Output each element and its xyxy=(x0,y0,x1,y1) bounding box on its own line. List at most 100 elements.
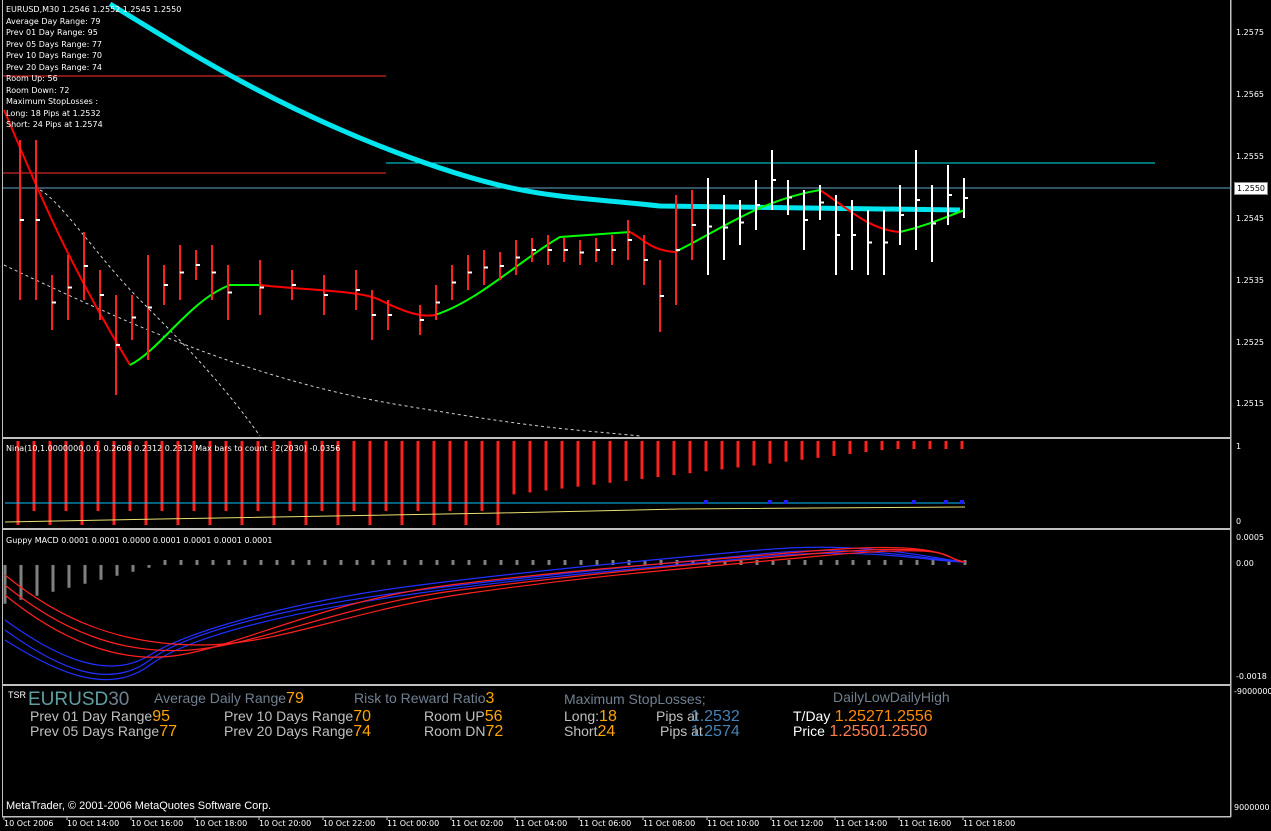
avg-range-value: 79 xyxy=(286,690,304,707)
tsr-axis-label: -9000000 xyxy=(1234,687,1271,696)
room-up-label: Room UP xyxy=(424,708,485,724)
nina-dot xyxy=(912,500,916,504)
nina-axis-label: 0 xyxy=(1236,517,1242,526)
nina-level-line xyxy=(4,506,966,523)
nina-dot xyxy=(768,500,772,504)
time-label: 11 Oct 06:00 xyxy=(579,819,632,828)
prev01-value: 95 xyxy=(152,708,170,725)
info-line: Average Day Range: 79 xyxy=(6,16,101,26)
dotted-ma-line xyxy=(3,264,641,437)
time-label: 10 Oct 18:00 xyxy=(195,819,248,828)
nina-dot xyxy=(944,500,948,504)
info-line: Prev 01 Day Range: 95 xyxy=(6,28,98,37)
macd-slow-ribbon xyxy=(4,550,966,646)
prev20-value: 74 xyxy=(353,723,371,740)
main-info-panel: EURUSD,M30 1.2546 1.2552 1.2545 1.2550 A… xyxy=(6,4,181,131)
long-value: 18 xyxy=(599,708,617,725)
price-axis-label: 1.2535 xyxy=(1236,276,1264,285)
tsr-short: Short24 xyxy=(564,723,615,741)
macd-fast-ribbon xyxy=(4,552,966,681)
info-line: Prev 20 Days Range: 74 xyxy=(6,62,102,72)
macd-axis-label: 0.00 xyxy=(1236,559,1254,568)
time-label: 10 Oct 16:00 xyxy=(131,819,184,828)
tsr-tag: TSR xyxy=(8,690,26,700)
nina-title: Nina(10,1.0000000,0.0, 0.2608 0.2312 0.2… xyxy=(6,444,341,453)
prev10-value: 70 xyxy=(353,708,371,725)
tsr-prev20: Prev 20 Days Range74 xyxy=(224,723,371,741)
risk-reward-label: Risk to Reward Ratio xyxy=(354,690,486,706)
tday-value: 1.25271.2556 xyxy=(834,708,933,725)
short-value: 24 xyxy=(597,723,616,740)
time-label: 11 Oct 04:00 xyxy=(515,819,568,828)
tsr-prev05: Prev 05 Days Range77 xyxy=(30,723,177,741)
tsr-timeframe: 30 xyxy=(108,689,130,710)
long-label: Long: xyxy=(564,708,600,724)
info-line: Long: 18 Pips at 1.2532 xyxy=(6,108,101,118)
daily-low-high-label: DailyLowDailyHigh xyxy=(833,689,950,705)
risk-reward-value: 3 xyxy=(485,690,495,707)
price-axis-label: 1.2555 xyxy=(1236,152,1264,161)
info-line: Prev 10 Days Range: 70 xyxy=(6,51,102,60)
tsr-prev01: Prev 01 Day Range95 xyxy=(30,708,170,726)
pips-long-value: 1.2532 xyxy=(690,708,740,725)
dotted-ma-line xyxy=(39,189,261,437)
current-price-box: 1.2550 xyxy=(1234,182,1268,195)
nina-dot xyxy=(704,500,708,504)
info-line: Room Down: 72 xyxy=(6,85,70,95)
pips-at-label: Pips at xyxy=(656,708,699,724)
info-line: Room Up: 56 xyxy=(6,74,58,83)
avg-range-label: Average Daily Range xyxy=(154,690,287,706)
price-label: Price xyxy=(793,723,825,739)
time-label: 11 Oct 10:00 xyxy=(707,819,760,828)
macd-axis-label: 0.0005 xyxy=(1236,533,1264,542)
price-axis-label: 1.2525 xyxy=(1236,338,1264,347)
symbol-header: EURUSD,M30 1.2546 1.2552 1.2545 1.2550 xyxy=(6,5,182,14)
tsr-tday: T/Day 1.25271.2556 xyxy=(793,708,933,726)
time-label: 11 Oct 12:00 xyxy=(771,819,824,828)
tsr-avg-range: Average Daily Range79 xyxy=(154,690,304,708)
pips-short-value: 1.2574 xyxy=(690,723,740,740)
info-line: Maximum StopLosses : xyxy=(6,97,99,106)
tsr-room-dn: Room DN72 xyxy=(424,723,503,741)
macd-slow-ribbon xyxy=(4,548,966,652)
ma-down-segment xyxy=(819,189,901,233)
time-label: 11 Oct 16:00 xyxy=(899,819,952,828)
info-line: Prev 05 Days Range: 77 xyxy=(6,39,102,49)
time-label: 10 Oct 22:00 xyxy=(323,819,376,828)
ma-down-segment xyxy=(3,109,131,366)
prev01-label: Prev 01 Day Range xyxy=(30,708,153,724)
ma-up-segment xyxy=(674,189,821,253)
time-label: 10 Oct 2006 xyxy=(4,819,54,828)
tday-label: T/Day xyxy=(793,708,831,724)
short-label: Short xyxy=(564,723,598,739)
nina-dot xyxy=(784,500,788,504)
tsr-pips-short: Pips at1.2574 xyxy=(660,723,740,741)
room-dn-label: Room DN xyxy=(424,723,486,739)
ma-down-segment xyxy=(259,284,436,317)
prev10-label: Prev 10 Days Range xyxy=(224,708,354,724)
price-axis-label: 1.2565 xyxy=(1236,90,1264,99)
thick-moving-average xyxy=(108,1,961,213)
time-label: 11 Oct 14:00 xyxy=(835,819,888,828)
time-label: 10 Oct 14:00 xyxy=(67,819,120,828)
prev20-label: Prev 20 Days Range xyxy=(224,723,354,739)
nina-dot xyxy=(960,500,964,504)
time-label: 11 Oct 00:00 xyxy=(387,819,440,828)
tsr-room-up: Room UP56 xyxy=(424,708,502,726)
nina-axis-label: 1 xyxy=(1236,442,1242,451)
ma-down-segment xyxy=(629,231,676,253)
pips-at-label: Pips at xyxy=(660,723,703,739)
time-label: 11 Oct 08:00 xyxy=(643,819,696,828)
max-stoplosses-label: Maximum StopLosses; xyxy=(564,691,706,707)
macd-axis-label: -0.0018 xyxy=(1236,672,1267,681)
time-label: 10 Oct 20:00 xyxy=(259,819,312,828)
tsr-symbol: EURUSD30 xyxy=(28,689,129,711)
ma-up-segment xyxy=(899,209,966,233)
macd-fast-ribbon xyxy=(4,550,966,675)
tsr-risk-reward: Risk to Reward Ratio3 xyxy=(354,690,494,708)
ma-up-segment xyxy=(129,284,260,366)
tsr-axis-label: 9000000 xyxy=(1234,803,1270,812)
tsr-price: Price 1.25501.2550 xyxy=(793,723,927,741)
macd-title: Guppy MACD 0.0001 0.0001 0.0000 0.0001 0… xyxy=(6,536,273,545)
